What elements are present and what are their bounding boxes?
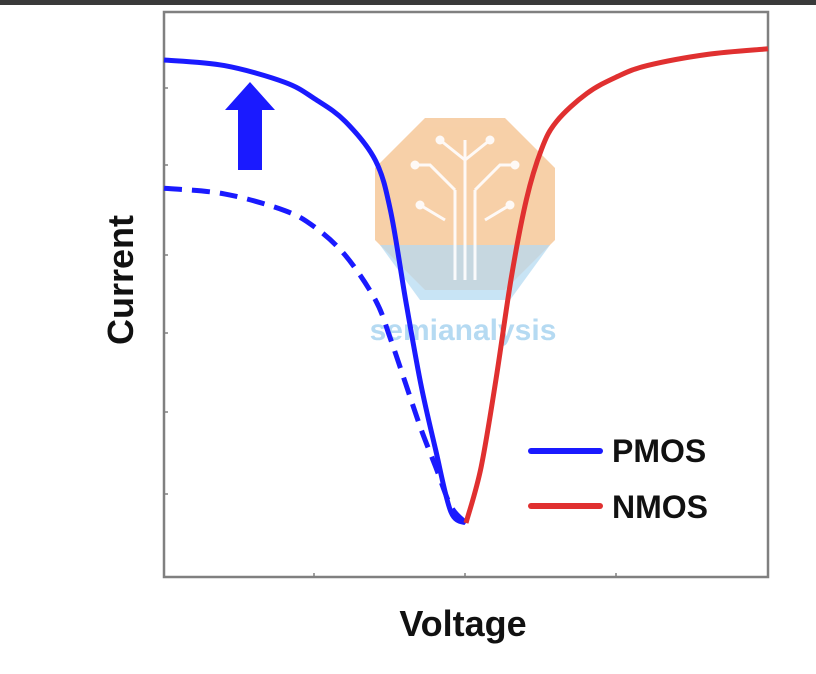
- legend-label-nmos: NMOS: [612, 489, 708, 525]
- watermark-text: semianalysis: [370, 314, 557, 347]
- up-arrow-icon: [225, 82, 275, 170]
- legend-label-pmos: PMOS: [612, 433, 706, 469]
- circuit-tree-logo-icon: [375, 118, 555, 300]
- nmos-solid-line: [463, 46, 769, 524]
- legend: PMOS NMOS: [528, 433, 708, 525]
- x-axis-title: Voltage: [399, 603, 526, 644]
- axis-ticks: [164, 87, 617, 577]
- plot-frame: [162, 10, 770, 579]
- watermark: semianalysis: [370, 118, 557, 347]
- series-layer: [163, 46, 769, 526]
- y-axis-title: Current: [100, 215, 141, 345]
- pmos-solid-line: [163, 57, 468, 526]
- pmos-dashed-line: [163, 185, 468, 525]
- top-border-strip: [0, 0, 816, 5]
